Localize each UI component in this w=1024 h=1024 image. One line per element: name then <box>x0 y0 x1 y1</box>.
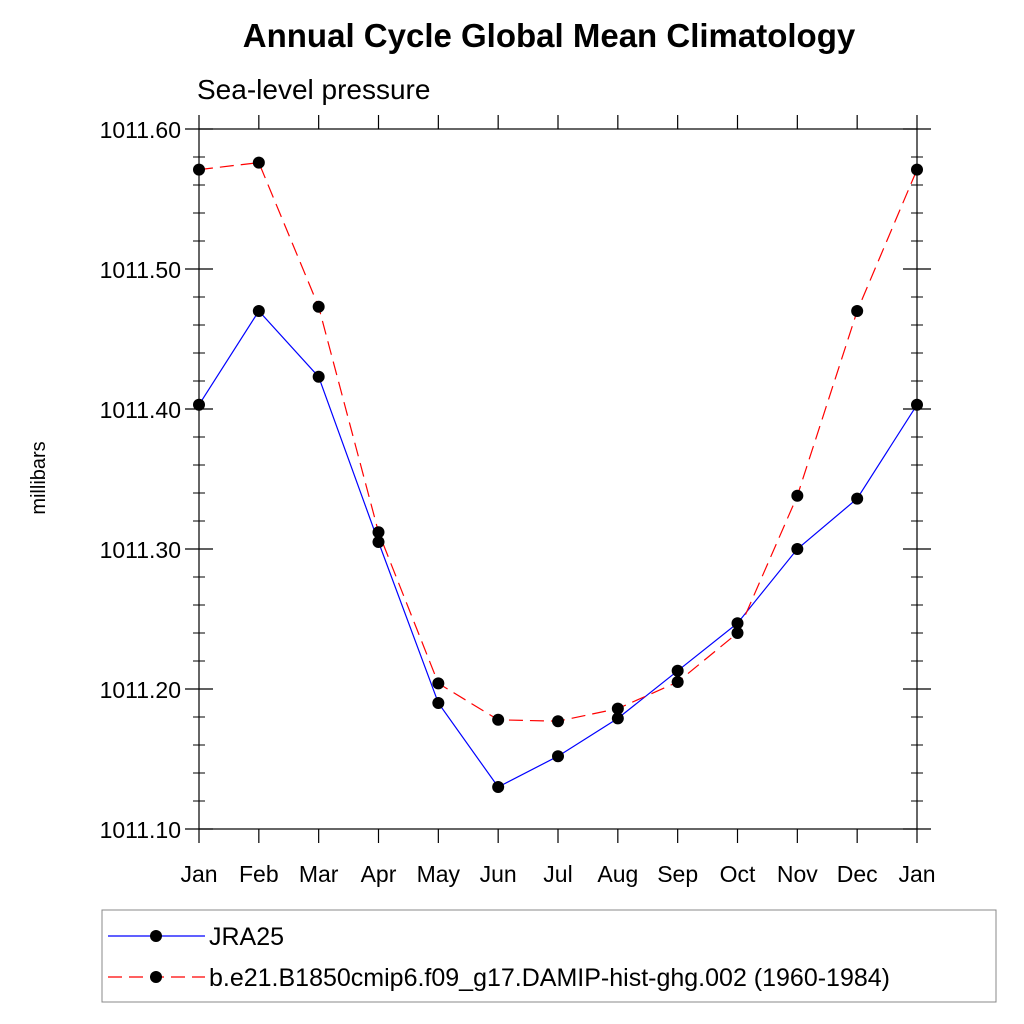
x-tick-label: Apr <box>361 861 397 887</box>
x-tick-label: Jun <box>480 861 517 887</box>
data-point-jra25 <box>731 617 744 630</box>
x-tick-label: Dec <box>837 861 878 887</box>
y-tick-label: 1011.40 <box>100 397 181 423</box>
legend-marker-model <box>150 971 162 983</box>
chart-title: Annual Cycle Global Mean Climatology <box>243 17 856 54</box>
legend-label-model: b.e21.B1850cmip6.f09_g17.DAMIP-hist-ghg.… <box>209 964 890 992</box>
series-line-model <box>198 161 918 722</box>
x-tick-label: Jan <box>180 861 217 887</box>
x-tick-label: Sep <box>657 861 698 887</box>
x-tick-label: May <box>417 861 461 887</box>
x-tick-label: Mar <box>299 861 339 887</box>
data-point-jra25 <box>372 536 385 548</box>
x-tick-label: Feb <box>239 861 279 887</box>
data-point-model <box>372 526 385 539</box>
data-point-model <box>911 163 923 176</box>
legend-label-jra25: JRA25 <box>209 923 284 951</box>
y-tick-label: 1011.20 <box>100 677 181 703</box>
series-lines <box>198 161 918 788</box>
legend-box <box>101 909 997 1003</box>
data-point-model <box>851 305 864 317</box>
y-tick-label: 1011.50 <box>100 257 181 283</box>
y-tick-label: 1011.10 <box>100 817 181 843</box>
x-tick-label: Nov <box>777 861 818 887</box>
axis-ticks <box>185 115 931 843</box>
legend: JRA25 b.e21.B1850cmip6.f09_g17.DAMIP-his… <box>101 909 997 1003</box>
data-point-jra25 <box>193 398 205 411</box>
y-tick-label: 1011.60 <box>100 117 181 143</box>
data-point-jra25 <box>312 370 325 383</box>
x-tick-label: Jul <box>543 861 572 887</box>
data-point-model <box>611 702 624 715</box>
data-point-jra25 <box>252 305 265 317</box>
data-point-jra25 <box>911 398 923 411</box>
legend-marker-jra25 <box>150 930 162 942</box>
data-point-model <box>193 163 205 176</box>
data-point-model <box>252 156 265 169</box>
data-point-model <box>312 300 325 313</box>
x-tick-label: Jan <box>898 861 935 887</box>
y-tick-labels: 1011.10 1011.20 1011.30 1011.40 1011.50 1011.… <box>100 117 181 843</box>
chart-subtitle: Sea-level pressure <box>197 74 430 105</box>
data-point-model <box>552 715 564 728</box>
data-point-jra25 <box>851 492 864 505</box>
x-tick-label: Oct <box>720 861 756 887</box>
data-point-model <box>492 713 505 726</box>
data-point-model <box>671 676 684 688</box>
data-point-jra25 <box>552 750 564 763</box>
data-point-jra25 <box>791 543 804 555</box>
data-point-jra25 <box>492 781 505 793</box>
y-tick-label: 1011.30 <box>100 537 181 563</box>
data-point-jra25 <box>671 664 684 677</box>
data-point-jra25 <box>611 712 624 725</box>
x-tick-labels: Jan Feb Mar Apr May Jun Jul Aug Sep Oct Nov Dec Jan <box>180 861 935 887</box>
data-point-model <box>791 489 804 502</box>
series-markers <box>193 156 923 793</box>
data-point-jra25 <box>432 697 445 709</box>
x-tick-label: Aug <box>597 861 638 887</box>
data-point-model <box>731 627 744 639</box>
data-point-model <box>432 677 445 690</box>
y-axis-label: millibars <box>28 441 50 514</box>
